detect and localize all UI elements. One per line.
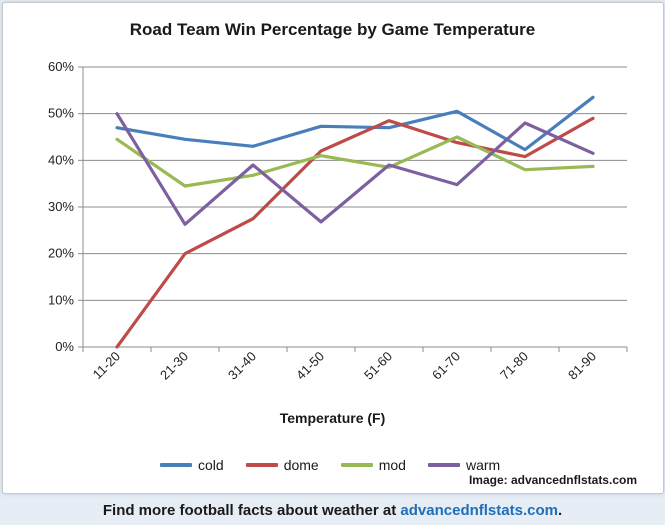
legend-swatch (245, 463, 278, 467)
series-line-mod (115, 135, 595, 188)
y-tick-label: 20% (48, 246, 74, 261)
footer-suffix: . (557, 502, 563, 519)
x-tick-labels: 11-20 21-30 31-40 41-50 51-60 61-70 71-80 81-90 (90, 349, 599, 383)
legend: cold dome mod warm (160, 457, 500, 473)
x-tick-label: 51-60 (361, 349, 395, 383)
y-tick-label: 30% (48, 199, 74, 214)
chart-title: Road Team Win Percentage by Game Tempera… (129, 20, 536, 39)
series-line-cold (115, 95, 595, 152)
x-axis-label: Temperature (F) (279, 410, 386, 426)
x-tick-label: 71-80 (497, 349, 531, 383)
x-tick-label: 61-70 (429, 349, 463, 383)
series-lines (115, 95, 595, 349)
legend-entry-dome: dome (245, 457, 319, 473)
legend-entry-mod: mod (340, 457, 406, 473)
x-tick-label: 21-30 (157, 349, 191, 383)
legend-swatch (427, 463, 460, 467)
x-tick-label: 81-90 (565, 349, 599, 383)
legend-label: warm (465, 457, 501, 473)
footer: Find more football facts about weather a… (0, 502, 665, 519)
x-tick-label: 11-20 (90, 349, 123, 382)
series-line-dome (115, 116, 595, 349)
y-tick-labels: 0% 10% 20% 30% 40% 50% 60% (48, 59, 74, 354)
legend-label: cold (198, 457, 224, 473)
y-tick-label: 0% (55, 339, 74, 354)
image-credit: Image: advancednflstats.com (468, 473, 637, 487)
y-tick-label: 50% (48, 106, 74, 121)
footer-text: Find more football facts about weather a… (102, 502, 401, 519)
axes (78, 66, 628, 352)
legend-swatch (340, 463, 373, 467)
legend-entry-cold: cold (160, 457, 224, 473)
footer-link[interactable]: advancednflstats.com (400, 502, 558, 519)
x-tick-label: 41-50 (293, 349, 327, 383)
legend-swatch (160, 463, 192, 467)
y-tick-label: 60% (48, 59, 74, 74)
chart-panel (2, 2, 664, 494)
series-line-warm (115, 112, 595, 226)
grid-lines (83, 66, 627, 301)
legend-label: mod (378, 457, 406, 473)
x-tick-label: 31-40 (225, 349, 259, 383)
legend-label: dome (283, 457, 319, 473)
y-tick-label: 10% (48, 292, 74, 307)
y-tick-label: 40% (48, 152, 74, 167)
legend-entry-warm: warm (427, 457, 501, 473)
